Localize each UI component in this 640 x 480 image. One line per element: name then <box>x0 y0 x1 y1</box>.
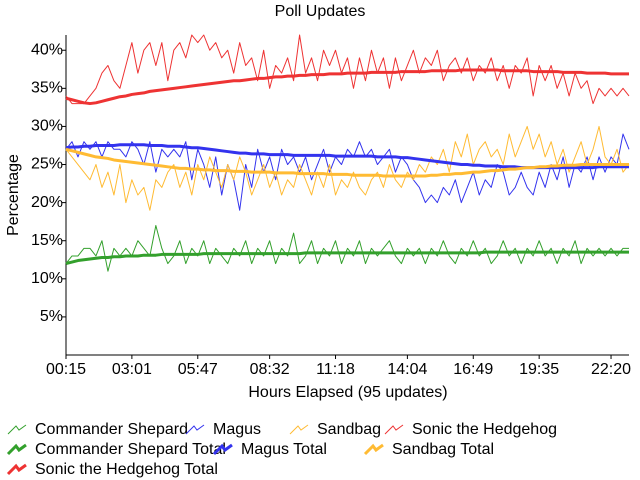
legend-icon <box>7 424 27 435</box>
y-tick-label: 15% <box>31 232 63 249</box>
legend-label: Sandbag <box>317 421 381 438</box>
legend-label: Commander Shepard Total <box>35 441 226 458</box>
y-tick-label: 40% <box>31 41 63 58</box>
series-line <box>65 68 629 106</box>
legend-icon <box>289 424 309 435</box>
legend-icon <box>363 443 384 456</box>
legend-label: Magus <box>213 421 261 438</box>
legend-icon <box>6 443 27 456</box>
y-tick-label: 10% <box>31 270 63 287</box>
series-line <box>65 250 629 266</box>
x-tick-label: 14:04 <box>387 361 427 378</box>
x-tick-label: 22:20 <box>591 361 631 378</box>
x-tick-label: 05:47 <box>178 361 218 378</box>
y-tick-label: 25% <box>31 156 63 173</box>
legend-label: Sonic the Hedgehog Total <box>35 461 218 478</box>
x-tick-label: 08:32 <box>250 361 290 378</box>
legend-label: Sandbag Total <box>392 441 494 458</box>
legend-label: Commander Shepard <box>35 421 188 438</box>
legend-label: Magus Total <box>241 441 327 458</box>
y-tick-label: 30% <box>31 118 63 135</box>
legend-icon <box>6 463 27 476</box>
y-tick-label: 35% <box>31 80 63 97</box>
series-line <box>65 133 630 211</box>
legend-icon <box>185 424 205 435</box>
chart-title: Poll Updates <box>275 3 366 20</box>
x-tick-label: 19:35 <box>519 361 559 378</box>
x-axis-label: Hours Elapsed (95 updates) <box>248 384 447 401</box>
series-line <box>65 147 629 178</box>
series-line <box>65 125 630 211</box>
series-line <box>65 34 630 105</box>
legend-icon <box>384 424 404 435</box>
y-tick-label: 5% <box>40 308 63 325</box>
x-tick-label: 11:18 <box>316 361 355 378</box>
series-line <box>65 224 629 272</box>
x-tick-label: 00:15 <box>46 361 86 378</box>
legend-icon <box>212 443 233 456</box>
y-tick-label: 20% <box>31 194 63 211</box>
y-axis-label: Percentage <box>5 154 22 236</box>
x-tick-label: 16:49 <box>453 361 493 378</box>
x-tick-label: 03:01 <box>112 361 152 378</box>
legend-label: Sonic the Hedgehog <box>412 421 557 438</box>
